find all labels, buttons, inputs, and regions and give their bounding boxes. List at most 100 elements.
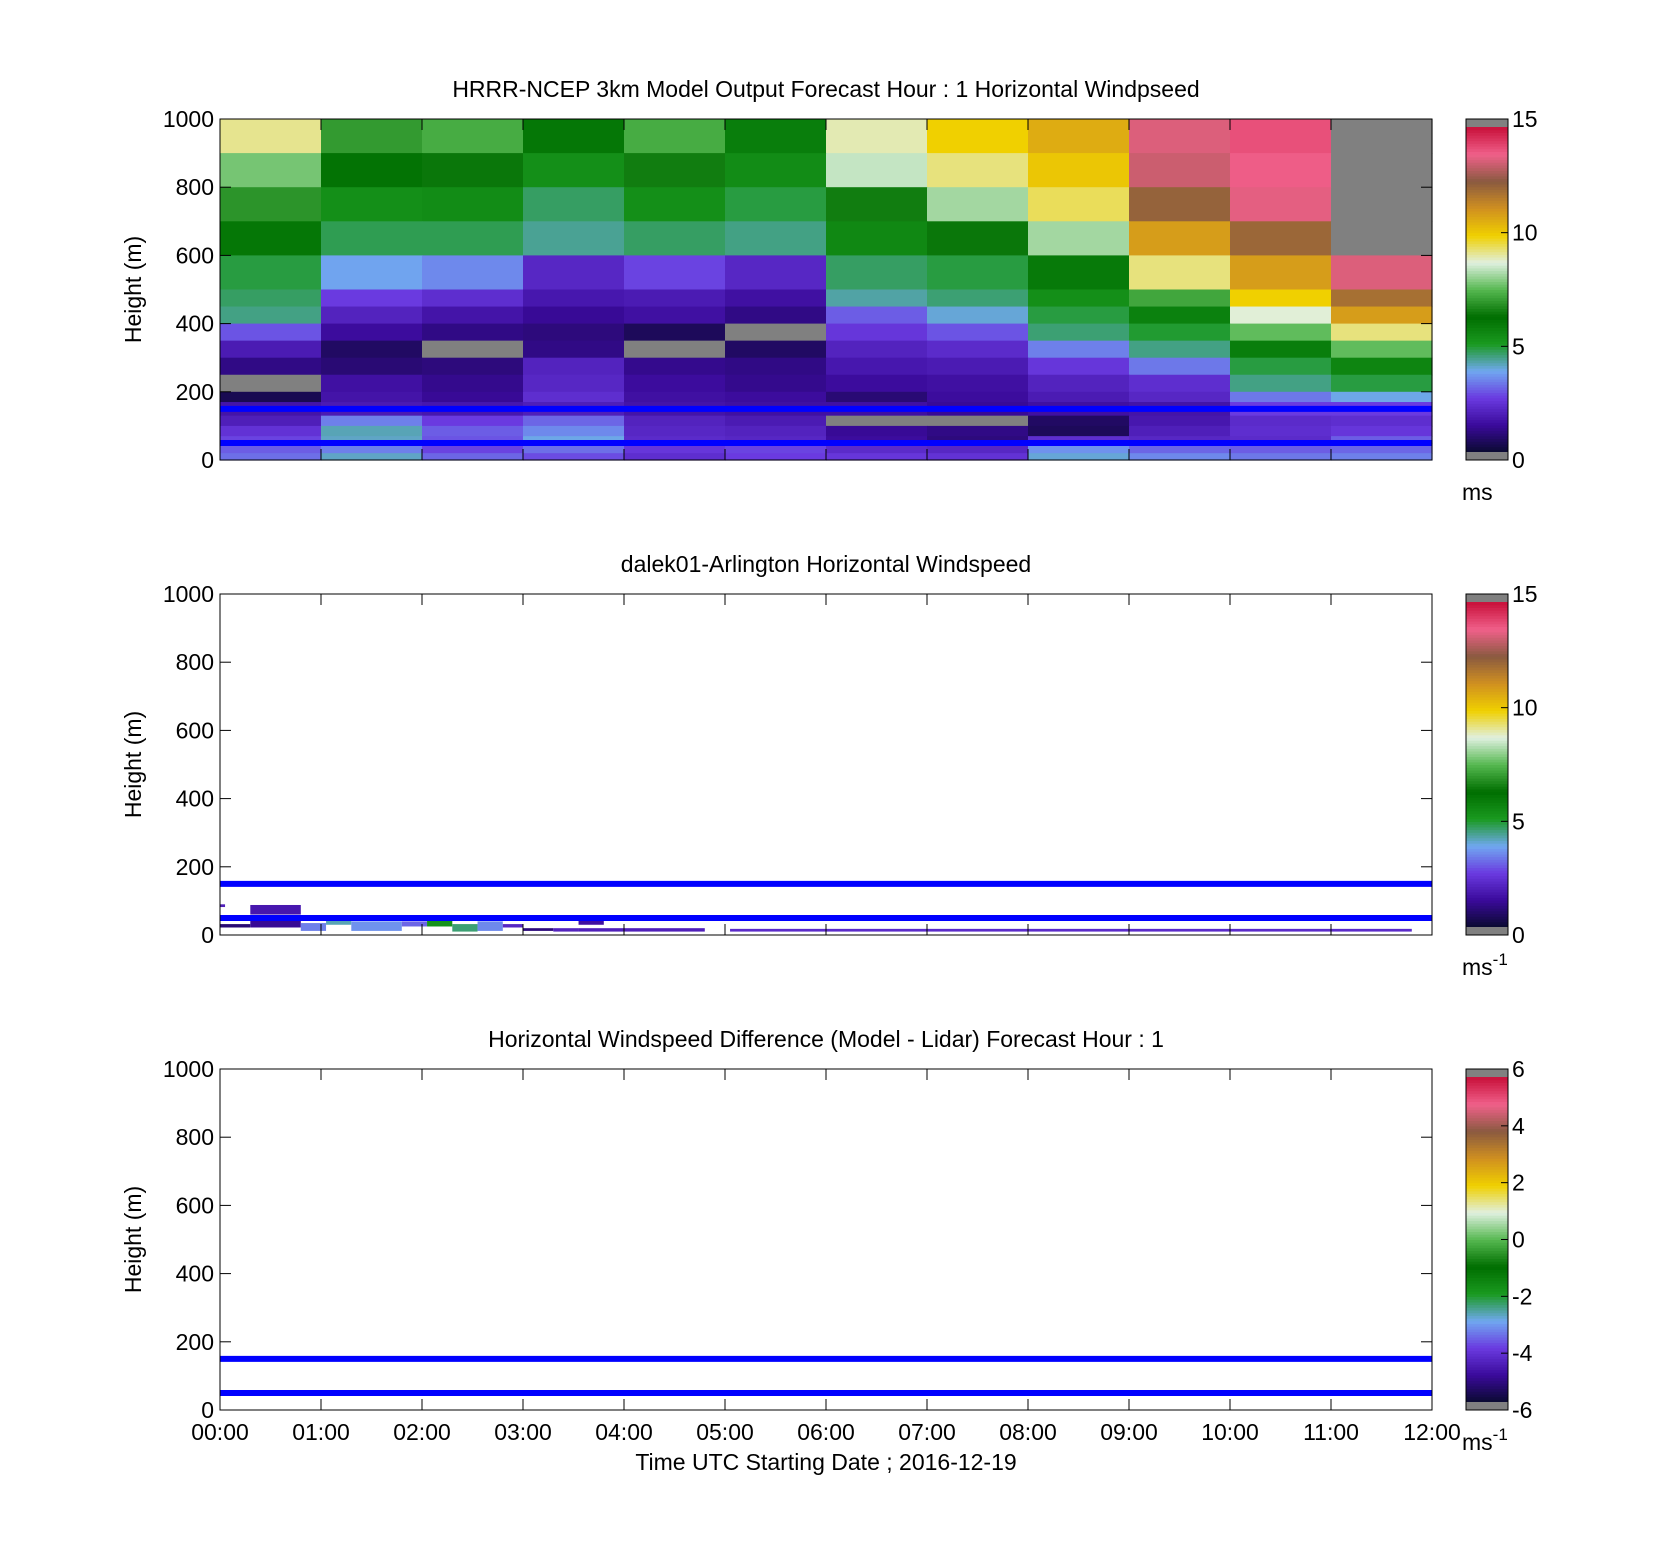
- heatmap-cell: [725, 340, 827, 359]
- colorbar-segment: [1466, 620, 1508, 625]
- colorbar-segment: [1466, 1385, 1508, 1390]
- colorbar-segment: [1466, 1253, 1508, 1257]
- colorbar-segment: [1466, 913, 1508, 917]
- heatmap-cell: [927, 357, 1029, 376]
- colorbar-segment: [1466, 737, 1508, 741]
- colorbar-segment: [1466, 748, 1508, 752]
- colorbar-segment: [1466, 905, 1508, 909]
- heatmap-cell: [321, 374, 423, 393]
- heatmap-cell: [725, 221, 827, 256]
- colorbar-segment: [1466, 723, 1508, 728]
- colorbar-segment: [1466, 433, 1508, 437]
- colorbar-segment: [1466, 405, 1508, 410]
- colorbar-segment: [1466, 834, 1508, 839]
- heatmap-cell: [826, 221, 928, 256]
- colorbar-segment: [1466, 305, 1508, 310]
- colorbar-segment: [1466, 783, 1508, 787]
- heatmap-cell: [523, 187, 625, 222]
- colorbar-segment: [1466, 227, 1508, 231]
- colorbar-segment: [1466, 313, 1508, 318]
- colorbar-segment: [1466, 1152, 1508, 1157]
- colorbar-segment: [1466, 262, 1508, 266]
- colorbar-segment: [1466, 238, 1508, 242]
- colorbar-segment: [1466, 167, 1508, 171]
- colorbar-segment: [1466, 845, 1508, 850]
- heatmap-cell: [1230, 415, 1332, 427]
- colorbar-segment: [1466, 1217, 1508, 1222]
- colorbar-frame: [1465, 118, 1509, 461]
- colorbar-segment: [1466, 653, 1508, 657]
- heatmap-cell: [1331, 255, 1433, 291]
- heatmap-cell: [826, 323, 928, 342]
- colorbar-segment: [1466, 1109, 1508, 1113]
- colorbar-segment: [1466, 799, 1508, 804]
- heatmap-cell: [1331, 374, 1433, 393]
- colorbar-segment: [1466, 435, 1508, 440]
- colorbar-segment: [1466, 786, 1508, 790]
- colorbar-segment: [1466, 840, 1508, 844]
- y-tick-label: 400: [176, 1261, 214, 1287]
- colorbar-tick-label: 10: [1512, 695, 1538, 721]
- colorbar-segment: [1466, 699, 1508, 703]
- colorbar-segment: [1466, 656, 1508, 660]
- colorbar-segment: [1466, 1117, 1508, 1121]
- heatmap-cell: [927, 436, 1029, 444]
- heatmap-cells: [220, 119, 1433, 461]
- colorbar-segment: [1466, 775, 1508, 779]
- colorbar-unit-exponent: -1: [1493, 1425, 1508, 1444]
- heatmap-cell: [1028, 289, 1130, 308]
- colorbar-segment: [1466, 764, 1508, 768]
- colorbar-segment: [1466, 1318, 1508, 1322]
- heatmap-cell: [725, 374, 827, 393]
- colorbar-segment: [1466, 658, 1508, 663]
- heatmap-cell: [321, 119, 423, 154]
- colorbar-segment: [1466, 826, 1508, 831]
- colorbar-segment: [1466, 1136, 1508, 1140]
- colorbar-segment: [1466, 1198, 1508, 1203]
- colorbar-segment: [1466, 1280, 1508, 1284]
- colorbar-segment: [1466, 1212, 1508, 1216]
- colorbar-segment: [1466, 1369, 1508, 1373]
- heatmap-cell: [826, 453, 928, 461]
- heatmap-cell: [927, 221, 1029, 256]
- colorbar-segment: [1466, 303, 1508, 307]
- colorbar-segment: [1466, 1339, 1508, 1344]
- colorbar-tick-label: 6: [1512, 1056, 1525, 1082]
- heatmap-cell: [826, 374, 928, 393]
- heatmap-cell: [422, 289, 524, 308]
- heatmap-cell: [321, 340, 423, 359]
- colorbar-segment: [1466, 1269, 1508, 1273]
- colorbar-segment: [1466, 924, 1508, 928]
- colorbar-segment: [1466, 1307, 1508, 1311]
- colorbar-segment: [1466, 726, 1508, 730]
- heatmap-cell: [523, 255, 625, 291]
- colorbar-segment: [1466, 607, 1508, 611]
- colorbar-segment: [1466, 710, 1508, 714]
- colorbar-segment: [1466, 1150, 1508, 1154]
- heatmap-cell: [1028, 374, 1130, 393]
- colorbar-segment: [1466, 756, 1508, 760]
- colorbar-segment: [1466, 675, 1508, 679]
- colorbar-segment: [1466, 197, 1508, 201]
- colorbar-segment: [1466, 729, 1508, 733]
- heatmap-cell: [826, 415, 928, 427]
- colorbar-segment: [1466, 1309, 1508, 1314]
- y-axis-label: Height (m): [120, 1186, 146, 1293]
- colorbar-segment: [1466, 1125, 1508, 1130]
- colorbar-segment: [1466, 370, 1508, 375]
- colorbar-segment: [1466, 648, 1508, 652]
- heatmap-cell: [1331, 221, 1433, 256]
- colorbar-tick-label: 4: [1512, 1113, 1525, 1139]
- colorbar-tick-label: -4: [1512, 1340, 1533, 1366]
- colorbar-segment: [1466, 718, 1508, 722]
- colorbar-segment: [1466, 1377, 1508, 1381]
- colorbar-segment: [1466, 381, 1508, 385]
- colorbar-segment: [1466, 639, 1508, 644]
- colorbar-segment: [1466, 908, 1508, 912]
- colorbar-segment: [1466, 1101, 1508, 1105]
- heatmap-cell: [927, 323, 1029, 342]
- heatmap-cell: [523, 928, 554, 931]
- heatmap-cell: [730, 928, 1412, 932]
- heatmap-cell: [826, 436, 928, 444]
- colorbar-segment: [1466, 351, 1508, 356]
